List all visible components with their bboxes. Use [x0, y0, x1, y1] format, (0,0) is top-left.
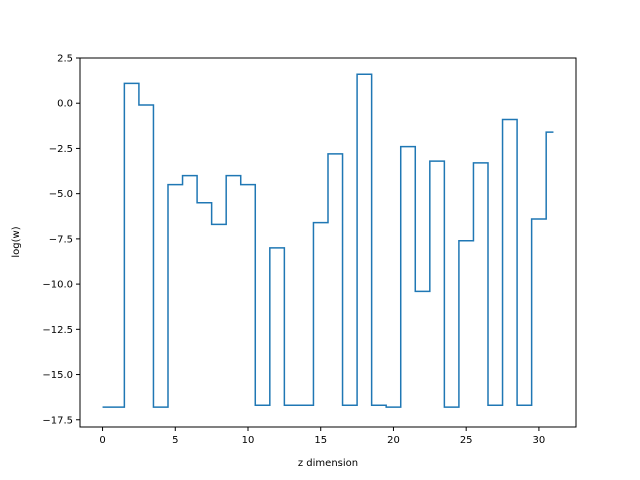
- x-tick-label: 25: [460, 435, 473, 446]
- y-tick-label: −10.0: [42, 280, 73, 291]
- x-tick-label: 15: [314, 435, 327, 446]
- x-tick-label: 0: [99, 435, 105, 446]
- y-tick-label: −12.5: [42, 325, 73, 336]
- y-tick-label: 0.0: [57, 99, 73, 110]
- y-tick-label: −5.0: [49, 189, 73, 200]
- x-tick-label: 10: [242, 435, 255, 446]
- y-axis-ticks: 2.5 0.0 −2.5 −5.0 −7.5 −10.0 −12.5 −15.0 −17.5: [42, 54, 80, 426]
- plot-area: [102, 73, 554, 408]
- y-tick-label: −15.0: [42, 370, 73, 381]
- y-axis-label: log(w): [11, 226, 22, 257]
- x-tick-label: 20: [387, 435, 400, 446]
- x-axis-label: z dimension: [298, 458, 358, 469]
- y-tick-label: −7.5: [49, 234, 73, 245]
- series-line: [102, 73, 554, 408]
- y-tick-label: −17.5: [42, 415, 73, 426]
- axes-frame: [79, 57, 577, 428]
- y-tick-label: −2.5: [49, 144, 73, 155]
- x-tick-label: 5: [172, 435, 178, 446]
- x-axis-ticks: 0 5 10 15 20 25 30: [99, 427, 545, 446]
- y-tick-label: 2.5: [57, 54, 73, 65]
- x-tick-label: 30: [533, 435, 546, 446]
